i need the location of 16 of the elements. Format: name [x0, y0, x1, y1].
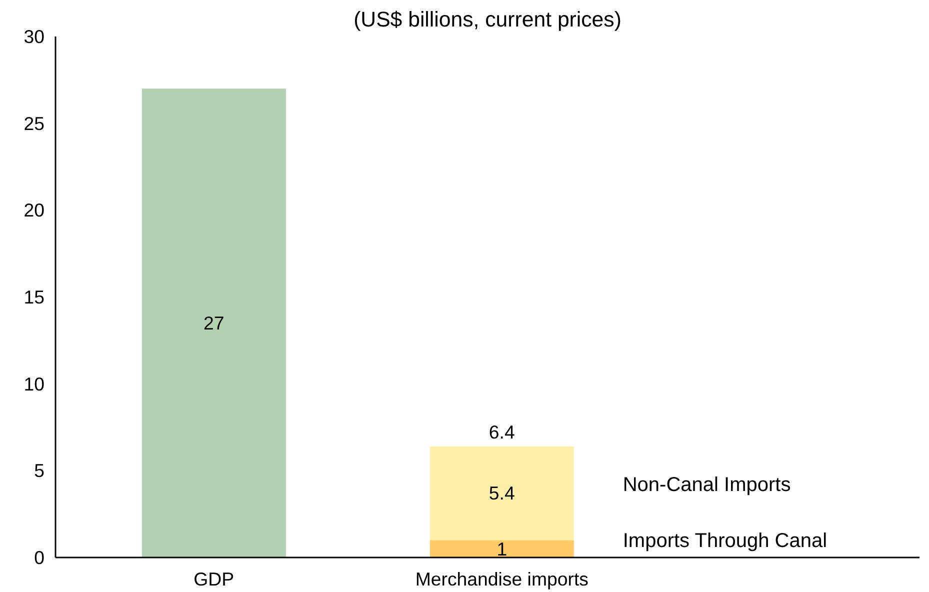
chart-subtitle: (US$ billions, current prices) [354, 8, 622, 32]
total-label: 6.4 [488, 421, 515, 442]
data-label: 1 [496, 538, 508, 560]
y-tick-label: 20 [24, 200, 45, 221]
y-tick-label: 5 [34, 460, 45, 482]
y-tick-label: 30 [24, 26, 45, 47]
text: Imports Through Canal [622, 530, 828, 552]
x-tick-label: GDP [194, 568, 234, 590]
y-tick-label: 10 [24, 373, 45, 394]
x-tick-label: Merchandise imports [415, 568, 588, 590]
y-tick-label: 25 [24, 112, 45, 134]
y-tick-label: 0 [34, 547, 45, 568]
text: Non-Canal Imports [622, 474, 791, 496]
data-label: 5.4 [488, 482, 515, 504]
y-tick-label: 15 [24, 286, 45, 308]
data-label: 27 [204, 312, 224, 334]
